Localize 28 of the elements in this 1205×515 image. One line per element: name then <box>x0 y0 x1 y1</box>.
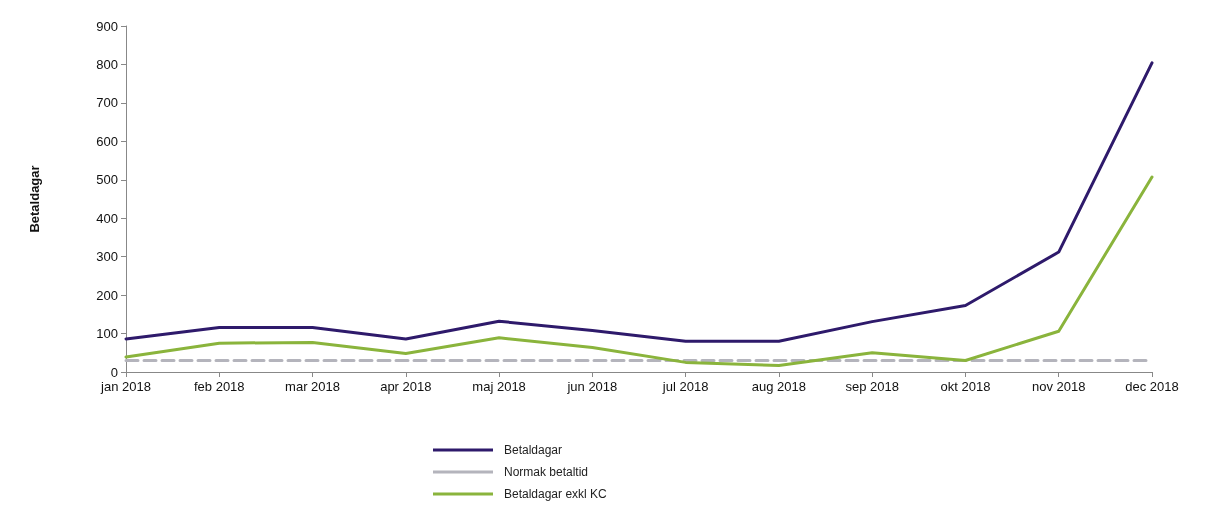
line-series <box>124 61 1154 343</box>
y-tick-label: 200 <box>96 287 118 303</box>
x-tick-label: jul 2018 <box>661 379 709 394</box>
x-tick-label: nov 2018 <box>1031 379 1086 394</box>
y-tick-label: 600 <box>96 133 118 149</box>
x-tick-label: apr 2018 <box>380 379 432 394</box>
y-tick-label: 700 <box>96 95 118 111</box>
x-tick-label: jan 2018 <box>100 379 151 394</box>
y-axis-title: Betaldagar <box>27 165 42 233</box>
y-tick-label: 500 <box>96 172 118 188</box>
legend-label: Normak betaltid <box>504 465 589 479</box>
x-tick-label: maj 2018 <box>472 379 526 394</box>
x-tick-label: sep 2018 <box>845 379 899 394</box>
y-tick-label: 800 <box>96 56 118 72</box>
y-tick-label: 300 <box>96 249 118 265</box>
x-tick-label: aug 2018 <box>751 379 807 394</box>
legend-label: Betaldagar exkl KC <box>504 487 608 501</box>
x-tick-label: dec 2018 <box>1125 379 1179 394</box>
legend-label: Betaldagar <box>504 443 563 457</box>
line-series <box>124 175 1154 367</box>
x-tick-label: feb 2018 <box>193 379 245 394</box>
y-tick-label: 900 <box>96 18 118 34</box>
x-tick-label: mar 2018 <box>285 379 341 394</box>
y-tick-label: 100 <box>96 326 118 342</box>
y-tick-label: 400 <box>96 210 118 226</box>
x-tick-label: jun 2018 <box>566 379 618 394</box>
y-tick-label: 0 <box>110 364 118 380</box>
x-tick-label: okt 2018 <box>940 379 991 394</box>
